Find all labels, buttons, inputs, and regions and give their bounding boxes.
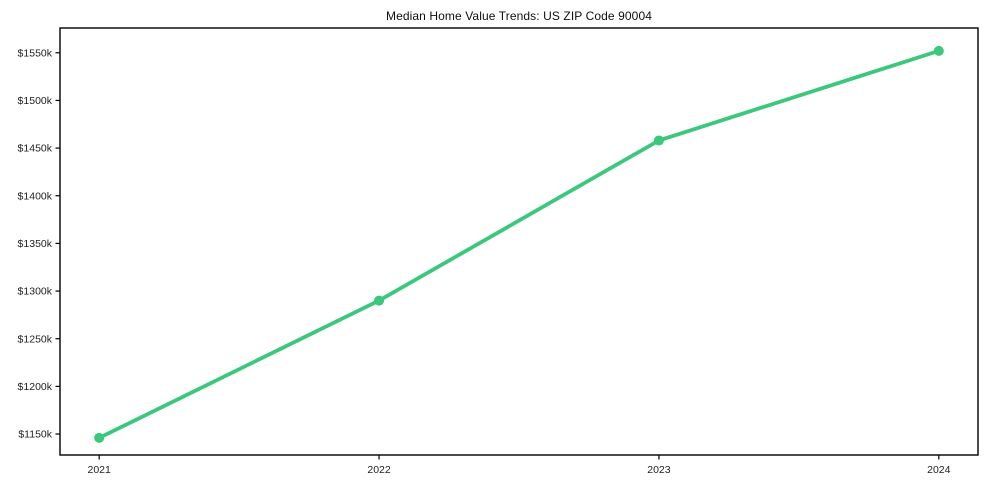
- data-point-2022: [374, 295, 385, 306]
- y-axis-tick-label: $1450k: [18, 143, 53, 155]
- x-axis-tick-label: 2022: [367, 464, 391, 476]
- y-axis-tick-label: $1200k: [18, 381, 53, 393]
- y-axis-tick-label: $1150k: [18, 429, 52, 441]
- trend-line: [97, 48, 941, 440]
- x-axis-tick-label: 2021: [88, 464, 112, 476]
- data-point-2024: [933, 45, 944, 56]
- data-point-2023: [653, 135, 664, 146]
- y-axis-tick-label: $1400k: [18, 190, 53, 202]
- y-axis-tick-label: $1550k: [18, 47, 53, 59]
- x-axis-tick-label: 2023: [647, 464, 671, 476]
- y-axis-tick-label: $1350k: [18, 238, 53, 250]
- y-axis-tick-label: $1300k: [18, 286, 53, 298]
- y-axis-tick-label: $1250k: [18, 333, 53, 345]
- plot-frame: [59, 27, 979, 456]
- data-point-2021: [94, 432, 105, 443]
- y-axis-tick-label: $1500k: [18, 95, 53, 107]
- chart-title: Median Home Value Trends: US ZIP Code 90…: [385, 9, 652, 23]
- x-axis-tick-label: 2024: [927, 464, 951, 476]
